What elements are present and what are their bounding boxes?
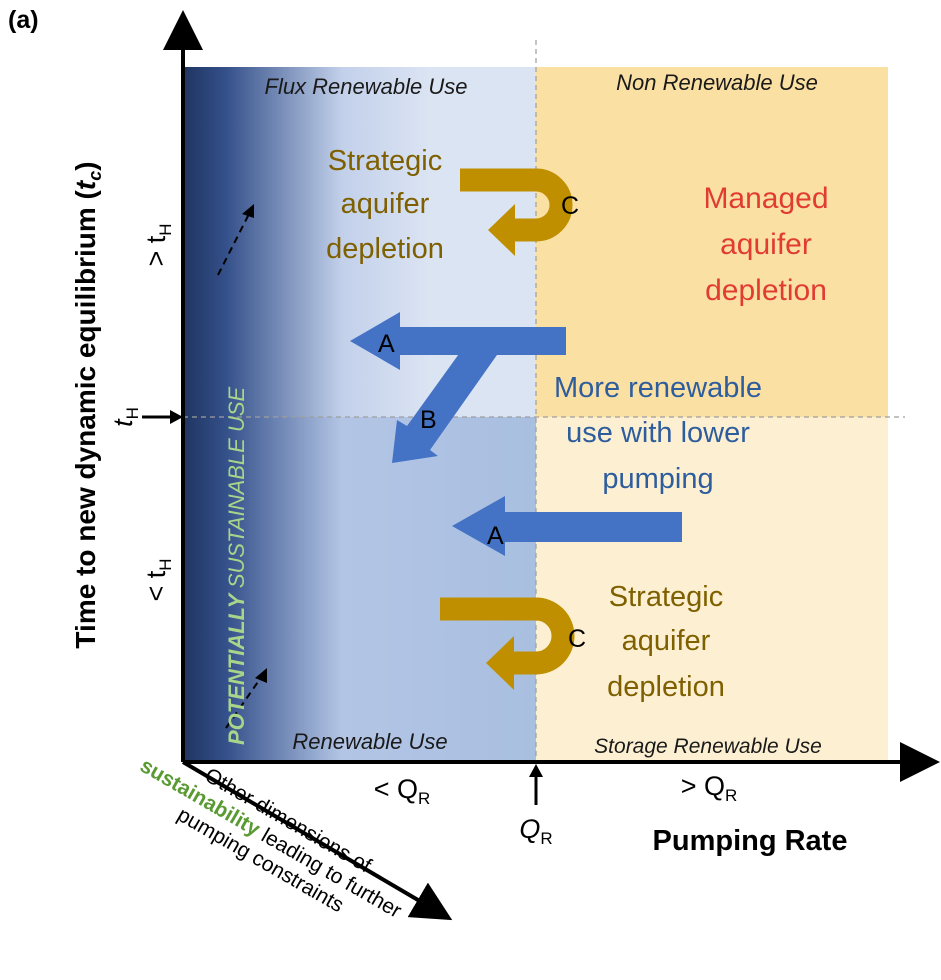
- x-tick-less-qr: < QR: [374, 774, 431, 808]
- region-storage-renewable-bg: [536, 417, 888, 762]
- svg-text:use with lower: use with lower: [566, 417, 750, 449]
- label-storage-renewable-use: Storage Renewable Use: [594, 735, 822, 758]
- x-tick-greater-qr: > QR: [681, 771, 738, 805]
- arrow-label-c-bottom: C: [568, 625, 586, 653]
- label-flux-renewable-use: Flux Renewable Use: [265, 74, 468, 99]
- panel-label: (a): [8, 6, 39, 34]
- label-renewable-use: Renewable Use: [292, 729, 447, 754]
- y-axis-title: Time to new dynamic equilibrium (tc): [70, 161, 105, 648]
- y-tick-less-th: < tH: [141, 558, 175, 601]
- arrow-label-c-top: C: [561, 192, 579, 220]
- arrow-label-a-top: A: [378, 330, 395, 358]
- label-strategic-depletion-top: Strategic aquifer depletion: [326, 145, 444, 265]
- sustainable-dashed-arrow-lower: [225, 668, 267, 729]
- z-axis-line: [181, 760, 453, 921]
- y-tick-th: tH: [108, 407, 142, 427]
- svg-text:More renewable: More renewable: [554, 372, 762, 404]
- svg-text:depletion: depletion: [705, 274, 827, 307]
- svg-text:aquifer: aquifer: [341, 188, 430, 220]
- svg-text:Strategic: Strategic: [328, 145, 442, 177]
- svg-text:depletion: depletion: [326, 233, 444, 265]
- svg-text:aquifer: aquifer: [720, 228, 812, 261]
- label-managed-depletion: Managed aquifer depletion: [703, 182, 828, 307]
- qr-tick-arrow: [529, 764, 543, 805]
- y-tick-greater-th: > tH: [141, 223, 175, 266]
- arrow-b: [392, 333, 504, 463]
- svg-text:aquifer: aquifer: [622, 625, 711, 657]
- th-tick-arrow: [142, 410, 183, 424]
- label-potentially-sustainable-use: POTENTIALLY SUSTAINABLE USE: [224, 386, 249, 745]
- svg-text:sustainability leading to furt: sustainability leading to further: [136, 754, 405, 923]
- x-axis-title: Pumping Rate: [653, 825, 848, 857]
- x-tick-qr: QR: [519, 814, 552, 848]
- label-more-renewable-use: More renewable use with lower pumping: [554, 372, 762, 495]
- svg-text:depletion: depletion: [607, 671, 725, 703]
- svg-text:Strategic: Strategic: [609, 581, 723, 613]
- label-non-renewable-use: Non Renewable Use: [616, 70, 818, 95]
- region-non-renewable-bg: [536, 67, 888, 417]
- sustainable-dashed-arrow-upper: [217, 204, 254, 276]
- arrow-c-top: [460, 168, 573, 256]
- arrow-c-bottom: [440, 597, 575, 690]
- label-strategic-depletion-bottom: Strategic aquifer depletion: [607, 581, 725, 703]
- svg-text:pumping: pumping: [602, 463, 713, 495]
- arrow-a-bottom: [452, 496, 682, 556]
- arrow-label-a-bottom: A: [487, 522, 504, 550]
- z-axis-label: Other dimensions of sustainability leadi…: [136, 754, 405, 923]
- arrow-a-top: [350, 312, 566, 370]
- svg-text:Managed: Managed: [703, 182, 828, 215]
- arrow-label-b: B: [420, 406, 437, 434]
